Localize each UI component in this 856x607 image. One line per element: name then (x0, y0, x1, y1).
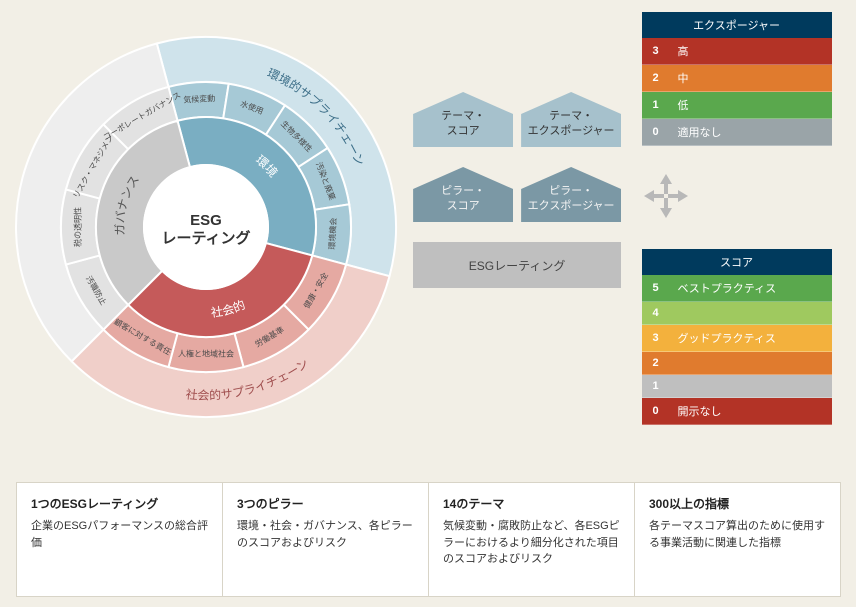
summary-body: 各テーマスコア算出のために使用する事業活動に関連した指標 (649, 518, 826, 551)
legends-column: エクスポージャー3高2中1低0適用なし スコア5ベストプラクティス43グッドプラ… (642, 12, 840, 442)
cross-arrows-icon (642, 172, 690, 220)
summary-body: 企業のESGパフォーマンスの総合評価 (31, 518, 208, 551)
legend-num: 4 (642, 302, 670, 325)
legend-row: 1 (642, 375, 832, 398)
arrow-pentagon: ピラー・スコア (413, 167, 513, 222)
legend-row: 3高 (642, 38, 832, 65)
legend-label: 開示なし (670, 398, 832, 425)
arrow-pentagon: テーマ・エクスポージャー (521, 92, 621, 147)
legend-label (670, 375, 832, 398)
summary-box: 1つのESGレーティング企業のESGパフォーマンスの総合評価 (16, 482, 223, 597)
esg-rating-box-label: ESGレーティング (469, 257, 566, 274)
legend-label (670, 352, 832, 375)
legend-label (670, 302, 832, 325)
summary-box: 300以上の指標各テーマスコア算出のために使用する事業活動に関連した指標 (634, 482, 841, 597)
legend-num: 3 (642, 38, 670, 65)
legend-num: 1 (642, 375, 670, 398)
legend-row: 2 (642, 352, 832, 375)
summary-body: 気候変動・腐敗防止など、各ESGピラーにおけるより細分化された項目のスコアおよび… (443, 518, 620, 568)
summary-boxes-row: 1つのESGレーティング企業のESGパフォーマンスの総合評価3つのピラー環境・社… (16, 482, 840, 597)
arrows-column: テーマ・スコアテーマ・エクスポージャー ピラー・スコアピラー・エクスポージャー … (413, 12, 621, 442)
summary-body: 環境・社会・ガバナンス、各ピラーのスコアおよびリスク (237, 518, 414, 551)
legend-row: 5ベストプラクティス (642, 275, 832, 302)
summary-title: 1つのESGレーティング (31, 495, 208, 512)
legend-row: 3グッドプラクティス (642, 325, 832, 352)
summary-title: 300以上の指標 (649, 495, 826, 512)
legend-num: 0 (642, 398, 670, 425)
exposure-legend-table: エクスポージャー3高2中1低0適用なし (642, 12, 832, 146)
summary-title: 14のテーマ (443, 495, 620, 512)
legend-num: 3 (642, 325, 670, 352)
svg-text:環境機会: 環境機会 (327, 217, 339, 249)
main-area: 気候変動水使用生物多様性汚染と廃棄環境機会健康・安全労働基準人権と地域社会顧客に… (0, 0, 856, 442)
arrow-pentagon: テーマ・スコア (413, 92, 513, 147)
legend-row: 4 (642, 302, 832, 325)
svg-text:気候変動: 気候変動 (183, 93, 215, 105)
legend-num: 5 (642, 275, 670, 302)
summary-box: 14のテーマ気候変動・腐敗防止など、各ESGピラーにおけるより細分化された項目の… (428, 482, 635, 597)
legend-row: 0開示なし (642, 398, 832, 425)
legend-label: 高 (670, 38, 832, 65)
summary-box: 3つのピラー環境・社会・ガバナンス、各ピラーのスコアおよびリスク (222, 482, 429, 597)
arrow-pentagon: ピラー・エクスポージャー (521, 167, 621, 222)
theme-arrow-row: テーマ・スコアテーマ・エクスポージャー (413, 92, 621, 147)
legend-label: ベストプラクティス (670, 275, 832, 302)
legend-row: 1低 (642, 92, 832, 119)
legend-num: 2 (642, 65, 670, 92)
svg-text:人権と地域社会: 人権と地域社会 (178, 349, 234, 359)
svg-text:レーティング: レーティング (161, 229, 250, 247)
svg-text:ESG: ESG (190, 212, 222, 229)
legend-row: 2中 (642, 65, 832, 92)
legend-title: エクスポージャー (642, 12, 832, 38)
legend-row: 0適用なし (642, 119, 832, 146)
esg-donut-chart: 気候変動水使用生物多様性汚染と廃棄環境機会健康・安全労働基準人権と地域社会顧客に… (11, 22, 411, 442)
donut-chart-container: 気候変動水使用生物多様性汚染と廃棄環境機会健康・安全労働基準人権と地域社会顧客に… (16, 12, 393, 442)
legend-num: 2 (642, 352, 670, 375)
pillar-arrow-row: ピラー・スコアピラー・エクスポージャー (413, 167, 621, 222)
legend-num: 0 (642, 119, 670, 146)
legend-label: 適用なし (670, 119, 832, 146)
legend-label: グッドプラクティス (670, 325, 832, 352)
legend-label: 低 (670, 92, 832, 119)
svg-text:税の透明性: 税の透明性 (73, 207, 83, 247)
legend-num: 1 (642, 92, 670, 119)
legend-title: スコア (642, 249, 832, 275)
legend-label: 中 (670, 65, 832, 92)
summary-title: 3つのピラー (237, 495, 414, 512)
score-legend-table: スコア5ベストプラクティス43グッドプラクティス210開示なし (642, 249, 832, 425)
esg-rating-box: ESGレーティング (413, 242, 621, 288)
